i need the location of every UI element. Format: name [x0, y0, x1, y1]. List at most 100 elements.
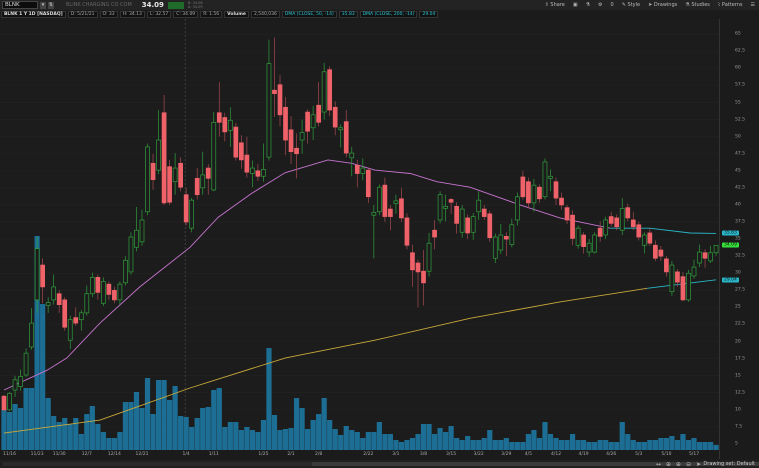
price-chart[interactable] [0, 19, 719, 450]
volume-bar [293, 398, 300, 450]
candle-up [310, 114, 316, 129]
candle-up [697, 251, 702, 264]
price-tick: 32.5 [735, 253, 746, 259]
price-tick: 22.5 [735, 321, 746, 327]
volume-bar [45, 398, 51, 450]
price-tick: 17.5 [735, 356, 746, 362]
candle-up [89, 276, 95, 295]
symbol-dropdown-button[interactable]: ▾ [40, 1, 46, 9]
drawing-count[interactable]: 0 [610, 2, 614, 8]
dma50-label[interactable]: DMA (CLOSE, 50, -14) [281, 11, 337, 18]
volume-bar [277, 430, 283, 450]
drawings-button[interactable]: ➤ Drawings [648, 2, 678, 8]
expand-horizontal-icon[interactable]: ↔ [655, 460, 661, 468]
volume-bar [426, 424, 432, 450]
candle-down [653, 244, 658, 259]
volume-bar [674, 440, 681, 450]
candle-down [702, 252, 708, 259]
candle-up [134, 229, 139, 248]
volume-bar [255, 432, 261, 450]
cursor-icon[interactable]: ➤ [695, 460, 701, 468]
candle-down [559, 197, 564, 206]
drawing-set[interactable]: Drawing set: Default [703, 461, 755, 467]
volume-bar [17, 408, 24, 450]
volume-bar [575, 440, 581, 450]
bottom-bar: ↔ ⊕ ⊕ ⊖ ➤ Drawing set: Default [0, 460, 759, 468]
volume-bar [343, 426, 349, 450]
volume-bar [619, 422, 625, 450]
price-axis[interactable]: 65 62.5 60 57.5 55 52.5 50 47.5 45 42.5 40 37.5 35 32… [719, 19, 759, 459]
volume-bar [625, 434, 631, 450]
dma200-price-badge: 29.04 [722, 277, 739, 283]
menu-icon[interactable]: ☰ [750, 2, 755, 8]
candle-down [343, 121, 349, 154]
date-tick: 2/8 [315, 452, 323, 457]
candle-up [492, 236, 498, 259]
date-axis[interactable]: 11/16 11/23 11/30 12/7 12/14 12/21 1/4 1/11 1/25… [0, 450, 719, 460]
candle-up [509, 224, 515, 245]
volume-bar [707, 442, 714, 450]
company-name: BLINK CHARGING CO COM [66, 2, 132, 8]
volume-bar [167, 400, 173, 450]
patterns-icon: ⌇ [717, 2, 722, 8]
volume-bar [271, 415, 278, 450]
date-tick: 4/12 [550, 452, 562, 457]
candle-up [548, 175, 553, 179]
volume-bar [498, 440, 504, 450]
volume-bar [117, 432, 123, 450]
crosshair-icon[interactable]: ⊕ [665, 460, 671, 468]
candle-down [255, 170, 261, 177]
price-tick: 50 [735, 134, 741, 140]
price-tick: 60 [735, 65, 741, 71]
volume-bar [172, 386, 178, 450]
volume-bar [365, 432, 371, 450]
volume-bar [696, 442, 703, 450]
grid-icon[interactable]: ▣ [572, 2, 578, 8]
date-tick: 1/4 [182, 452, 190, 457]
last-price-badge: 34.09 [722, 242, 739, 248]
candle-up [117, 283, 123, 301]
scrollbar-thumb[interactable] [312, 462, 759, 466]
flask-icon[interactable]: ⚗ [585, 2, 591, 8]
candle-up [12, 379, 18, 391]
candle-down [288, 129, 294, 153]
volume-bar [409, 438, 416, 450]
patterns-button[interactable]: ⌇ Patterns [717, 2, 743, 8]
candle-up [459, 208, 465, 233]
candle-up [349, 152, 355, 159]
candle-down [239, 142, 244, 161]
candle-up [686, 272, 691, 301]
gear-icon[interactable]: ⚙ [598, 2, 603, 8]
candle-up [250, 167, 255, 174]
candle-down [537, 186, 542, 200]
dma200-label[interactable]: DMA (CLOSE, 200, -14) [359, 11, 418, 18]
volume-bar [282, 429, 289, 450]
volume-bar [514, 442, 520, 450]
zoom-in-icon[interactable]: ⊕ [675, 460, 681, 468]
candle-down [415, 262, 421, 273]
share-button[interactable]: ⇪ Share [544, 2, 565, 8]
price-tick: 52.5 [735, 117, 746, 123]
price-tick: 7.5 [735, 424, 743, 430]
volume-bar [431, 434, 438, 450]
studies-button[interactable]: ⚗ Studies [685, 2, 710, 8]
date-tick: 4/5 [524, 452, 533, 457]
symbol-link-icon[interactable]: ⇅ [48, 1, 54, 9]
volume-bar [211, 390, 217, 450]
candle-down [664, 258, 669, 273]
symbol-input[interactable]: BLNK [2, 1, 38, 9]
style-button[interactable]: ✎ Style [621, 2, 641, 8]
volume-bar [155, 380, 162, 450]
candle-up [338, 127, 344, 131]
candle-down [277, 84, 283, 116]
candle-up [128, 236, 134, 273]
volume-bar [316, 414, 322, 450]
candle-up [200, 174, 206, 189]
volume-bar [614, 442, 620, 450]
volume-bar [608, 442, 614, 450]
date-tick: 11/30 [52, 452, 66, 457]
chart-nav-icons: ↔ ⊕ ⊕ ⊖ ➤ [656, 460, 701, 468]
candle-up [45, 302, 51, 306]
volume-bar [244, 427, 250, 450]
zoom-out-icon[interactable]: ⊖ [685, 460, 691, 468]
